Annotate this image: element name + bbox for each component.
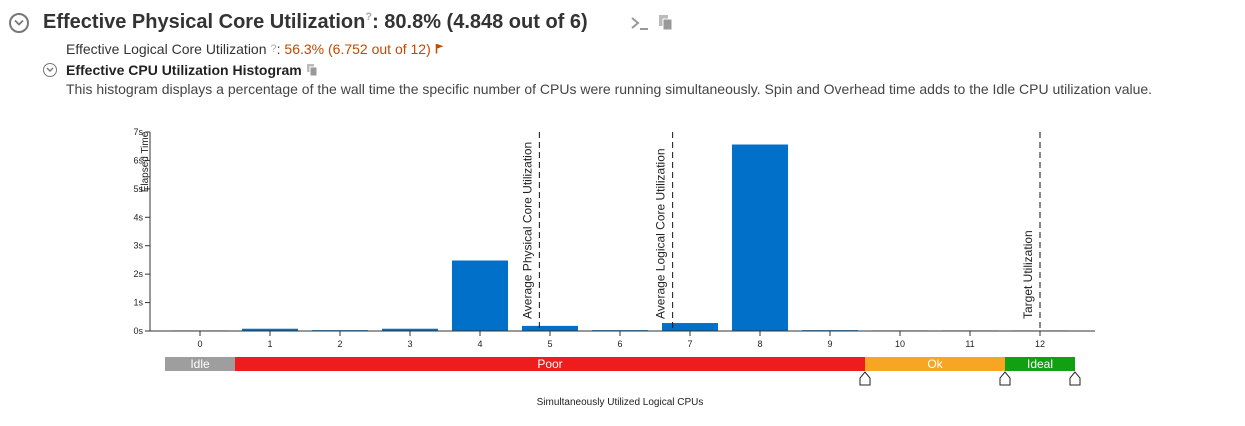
zone-handle-icon[interactable]	[859, 371, 871, 386]
collapse-histogram-button[interactable]	[43, 63, 57, 77]
zone-handles	[859, 371, 1081, 386]
y-axis: 0s 1s 2s 3s 4s 5s 6s 7s	[133, 127, 151, 336]
bar-7[interactable]	[662, 323, 718, 331]
zone-ok-label: Ok	[927, 357, 943, 371]
chevron-down-icon	[46, 67, 54, 72]
logical-core-value: 56.3% (6.752 out of 12)	[284, 41, 431, 57]
physical-core-title: Effective Physical Core Utilization	[43, 11, 366, 33]
x-tick-label: 6	[617, 339, 622, 349]
help-icon[interactable]: ?	[270, 43, 277, 55]
x-tick-label: 3	[407, 339, 412, 349]
x-tick-label: 1	[267, 339, 272, 349]
y-tick-label: 6s	[133, 155, 143, 165]
physical-core-value: : 80.8% (4.848 out of 6)	[372, 11, 588, 33]
collapse-physical-core-button[interactable]	[9, 13, 29, 33]
x-tick-label: 4	[477, 339, 482, 349]
utilization-zones: Idle Poor Ok Ideal	[165, 357, 1075, 371]
x-tick-label: 9	[827, 339, 832, 349]
y-tick-label: 3s	[133, 241, 143, 251]
x-tick-label: 0	[197, 339, 202, 349]
chevron-down-icon	[14, 19, 24, 26]
zone-ok	[865, 357, 1005, 371]
zone-idle	[165, 357, 235, 371]
bar-5[interactable]	[522, 325, 578, 331]
x-tick-label: 2	[337, 339, 342, 349]
bar-3[interactable]	[382, 328, 438, 331]
zone-ideal-label: Ideal	[1027, 357, 1053, 371]
x-tick-label: 10	[895, 339, 905, 349]
zone-handle-icon[interactable]	[999, 371, 1011, 386]
x-tick-label: 5	[547, 339, 552, 349]
logical-core-colon: :	[276, 41, 281, 57]
logical-core-row: Effective Logical Core Utilization?: 56.…	[66, 41, 444, 57]
bars	[172, 144, 1068, 332]
avg-logical-core-line-label: Average Logical Core Utilization	[654, 148, 668, 319]
zone-idle-label: Idle	[190, 357, 210, 371]
x-tick-label: 12	[1035, 339, 1045, 349]
x-axis: 0 1 2 3 4 5 6 7 8 9 10 11 12	[150, 330, 1095, 349]
y-axis-label: Elapsed Time	[140, 131, 151, 192]
y-tick-label: 2s	[133, 269, 143, 279]
x-tick-label: 8	[757, 339, 762, 349]
y-tick-label: 4s	[133, 212, 143, 222]
histogram-title: Effective CPU Utilization Histogram	[66, 62, 302, 78]
y-tick-label: 1s	[133, 298, 143, 308]
logical-core-label: Effective Logical Core Utilization	[66, 41, 267, 57]
copy-icon[interactable]	[306, 63, 318, 82]
y-tick-label: 7s	[133, 127, 143, 137]
copy-icon[interactable]	[658, 14, 674, 37]
bar-1[interactable]	[242, 328, 298, 331]
terminal-icon[interactable]	[630, 14, 650, 37]
help-icon[interactable]: ?	[365, 11, 373, 23]
zone-handle-icon[interactable]	[1069, 371, 1081, 386]
toolbar	[630, 14, 674, 37]
target-utilization-line-label: Target Utilization	[1021, 230, 1035, 319]
bar-4[interactable]	[452, 260, 508, 331]
reference-lines: Average Physical Core Utilization Average…	[520, 132, 1041, 331]
avg-physical-core-line-label: Average Physical Core Utilization	[520, 142, 534, 319]
zone-poor	[235, 357, 865, 371]
flag-icon	[431, 41, 444, 57]
histogram-description: This histogram displays a percentage of …	[66, 81, 1153, 97]
x-tick-label: 7	[687, 339, 692, 349]
bar-8[interactable]	[732, 144, 788, 331]
x-axis-label: Simultaneously Utilized Logical CPUs	[537, 397, 704, 408]
x-tick-label: 11	[965, 339, 974, 349]
page-title: Effective Physical Core Utilization?: 80…	[43, 11, 588, 34]
zone-poor-label: Poor	[537, 357, 562, 371]
y-tick-label: 5s	[133, 184, 143, 194]
y-tick-label: 0s	[133, 326, 143, 336]
zone-ideal	[1005, 357, 1075, 371]
